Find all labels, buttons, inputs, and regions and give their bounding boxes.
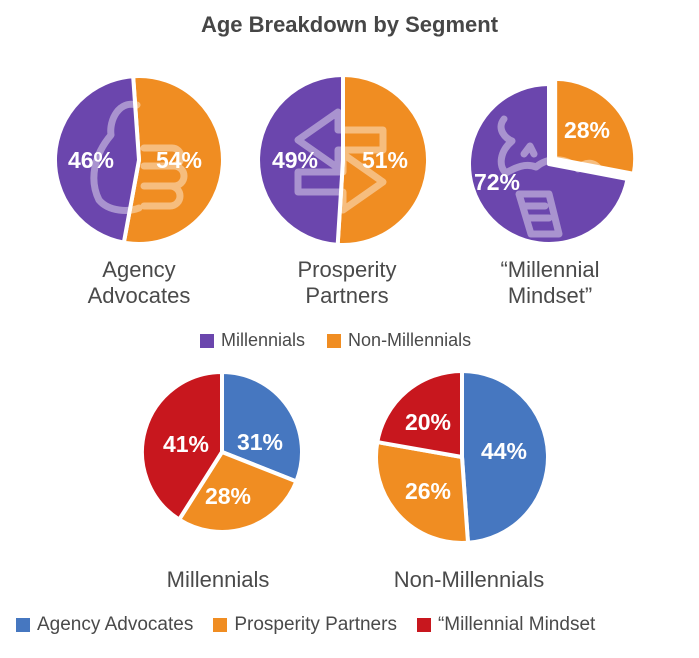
pie-slice-millennial-mindset <box>375 369 464 459</box>
data-label-millennials: 46% <box>68 147 114 173</box>
legend-item-non-millennials: Non-Millennials <box>327 330 471 351</box>
data-label-millennial-mindset: 41% <box>163 431 209 457</box>
pie-slice-agency-advocates <box>460 369 550 545</box>
label-line: Partners <box>305 283 389 308</box>
pie-non-millennials: 44% 26% 20% <box>374 369 550 545</box>
legend-item-millennials: Millennials <box>200 330 305 351</box>
legend-item-millennial-mindset: “Millennial Mindset <box>416 614 596 636</box>
legend-swatch <box>16 618 30 632</box>
data-label-non-millennials: 54% <box>156 147 202 173</box>
pie-slice-millennials <box>256 73 345 247</box>
legend-segment: Agency Advocates Prosperity Partners “Mi… <box>16 614 615 636</box>
data-label-agency-advocates: 31% <box>237 429 283 455</box>
pie-slice-prosperity-partners <box>374 440 470 545</box>
chart-title: Age Breakdown by Segment <box>200 12 499 37</box>
icon-outline <box>294 108 387 214</box>
pie-slice-millennials <box>53 74 141 245</box>
legend-label: Prosperity Partners <box>234 614 397 635</box>
data-label-agency-advocates: 44% <box>481 438 527 464</box>
label-line: Millennials <box>166 567 270 592</box>
legend-age: Millennials Non-Millennials <box>200 330 493 351</box>
label-line: Agency <box>102 257 176 282</box>
label-line: “Millennial <box>500 257 600 282</box>
pie-label-millennial-mindset: “Millennial Mindset” <box>450 257 650 309</box>
legend-label: Agency Advocates <box>37 614 194 635</box>
icon-outline <box>90 100 188 214</box>
pie-label-millennials: Millennials <box>118 567 318 593</box>
pie-agency-advocates: 54% 46% <box>53 74 225 246</box>
label-line: Advocates <box>87 283 191 308</box>
label-line: Mindset” <box>507 283 593 308</box>
data-label-non-millennials: 28% <box>564 117 610 143</box>
legend-swatch <box>213 618 228 632</box>
icon-outline <box>497 115 604 238</box>
pie-slice-millennial-mindset <box>139 370 224 522</box>
label-line: Non-Millennials <box>393 567 545 592</box>
legend-label: Non-Millennials <box>348 330 472 350</box>
legend-item-prosperity-partners: Prosperity Partners <box>213 614 397 636</box>
data-label-non-millennials: 51% <box>362 147 408 173</box>
pie-slice-agency-advocates <box>220 370 304 484</box>
pie-slice-prosperity-partners <box>177 450 299 534</box>
legend-item-agency-advocates: Agency Advocates <box>16 614 193 636</box>
data-label-millennial-mindset: 20% <box>405 409 451 435</box>
piggy-bank-slide-icon <box>497 115 604 238</box>
pie-millennial-mindset: 28% 72% <box>466 76 638 246</box>
thumbs-up-icon <box>90 100 188 214</box>
data-label-prosperity-partners: 26% <box>405 478 451 504</box>
data-label-millennials: 49% <box>272 147 318 173</box>
data-label-prosperity-partners: 28% <box>205 483 251 509</box>
pie-millennials: 31% 28% 41% <box>139 370 304 534</box>
pie-label-prosperity-partners: Prosperity Partners <box>247 257 447 309</box>
legend-swatch <box>327 333 342 348</box>
legend-swatch <box>200 333 214 348</box>
exchange-arrows-icon <box>294 108 387 214</box>
legend-label: Millennials <box>221 330 306 350</box>
data-label-millennials: 72% <box>474 169 520 195</box>
label-line: Prosperity <box>297 257 397 282</box>
pie-slice-non-millennials <box>553 76 638 176</box>
pie-slice-non-millennials <box>121 74 225 246</box>
pie-prosperity-partners: 51% 49% <box>256 73 430 247</box>
legend-label: “Millennial Mindset <box>437 614 596 635</box>
legend-swatch <box>416 618 431 632</box>
pie-slice-millennials <box>466 82 630 246</box>
pie-label-non-millennials: Non-Millennials <box>369 567 569 593</box>
pie-slice-non-millennials <box>335 73 430 247</box>
pie-label-agency-advocates: Agency Advocates <box>39 257 239 309</box>
